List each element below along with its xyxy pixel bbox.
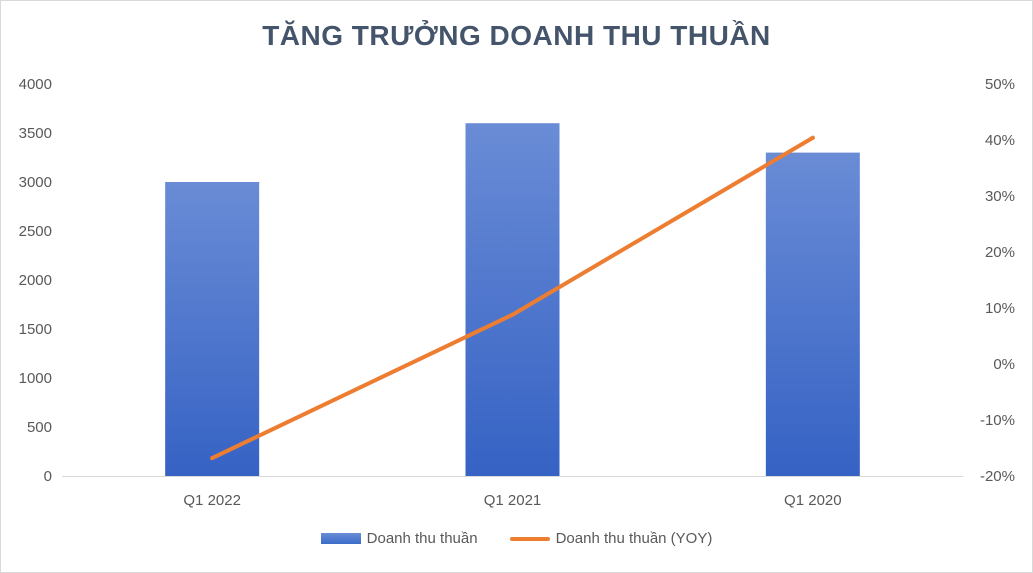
y-right-tick-label: 40% xyxy=(985,132,1015,149)
x-tick-label: Q1 2020 xyxy=(784,492,842,509)
y-left-tick-label: 4000 xyxy=(19,76,52,93)
y-right-tick-label: 10% xyxy=(985,300,1015,317)
y-right-tick-label: 30% xyxy=(985,188,1015,205)
y-right-tick-label: -20% xyxy=(980,468,1015,485)
y-left-tick-label: 3500 xyxy=(19,125,52,142)
x-tick-label: Q1 2022 xyxy=(183,492,241,509)
y-right-tick-label: 0% xyxy=(993,356,1015,373)
y-left-tick-label: 1500 xyxy=(19,321,52,338)
bar-q1-2021 xyxy=(465,123,560,476)
y-right-tick-label: 20% xyxy=(985,244,1015,261)
bar-q1-2022 xyxy=(165,182,260,476)
legend-label-yoy: Doanh thu thuần (YOY) xyxy=(555,530,713,547)
yoy-point-q1-2020 xyxy=(810,135,815,140)
y-left-tick-label: 3000 xyxy=(19,174,52,191)
legend-item-revenue: Doanh thu thuần xyxy=(320,530,478,547)
y-right-tick-label: 50% xyxy=(985,76,1015,93)
legend-bar-swatch xyxy=(320,533,361,544)
yoy-point-q1-2022 xyxy=(210,456,215,461)
x-tick-label: Q1 2021 xyxy=(484,492,542,509)
y-left-tick-label: 1000 xyxy=(19,370,52,387)
legend-line-swatch xyxy=(509,536,550,541)
chart-legend: Doanh thu thuần Doanh thu thuần (YOY) xyxy=(0,530,1033,547)
legend-item-yoy: Doanh thu thuần (YOY) xyxy=(509,530,713,547)
y-left-tick-label: 2500 xyxy=(19,223,52,240)
y-left-tick-label: 500 xyxy=(27,419,52,436)
legend-label-revenue: Doanh thu thuần xyxy=(366,530,478,547)
bar-q1-2020 xyxy=(765,152,860,476)
y-left-tick-label: 0 xyxy=(44,468,52,485)
y-right-tick-label: -10% xyxy=(980,412,1015,429)
chart-title: TĂNG TRƯỞNG DOANH THU THUẦN xyxy=(262,20,771,51)
y-left-tick-label: 2000 xyxy=(19,272,52,289)
yoy-point-q1-2021 xyxy=(510,312,515,317)
